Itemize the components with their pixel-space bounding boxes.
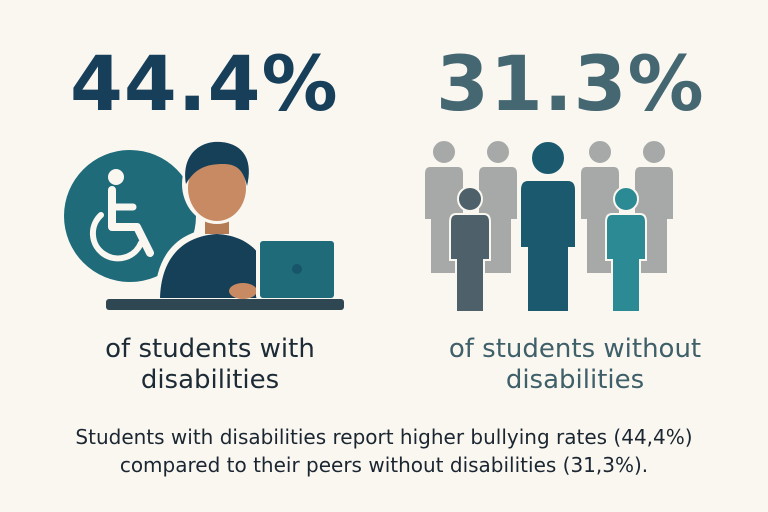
person-laptop-icon [106, 141, 344, 310]
summary-caption: Students with disabilities report higher… [75, 425, 693, 477]
label-students-with-disabilities: of students with disabilities [105, 334, 315, 395]
stat-students-without-disabilities: 31.3% [436, 39, 705, 128]
stat-students-with-disabilities: 44.4% [70, 39, 339, 128]
group-of-people-icon [423, 139, 675, 313]
student-with-disability-illustration [64, 141, 344, 310]
wheelchair-icon [64, 150, 196, 282]
label-students-without-disabilities: of students without disabilities [448, 334, 702, 395]
